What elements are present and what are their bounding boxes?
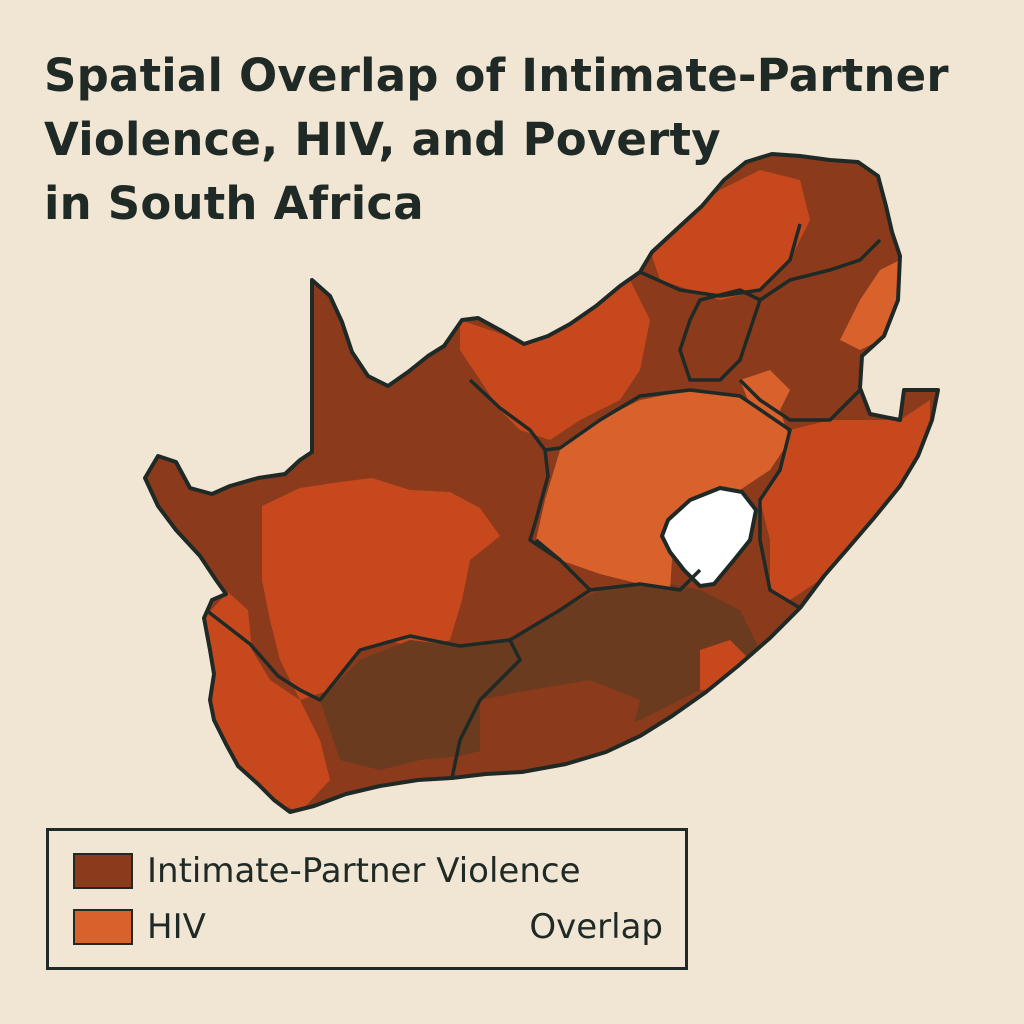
lesotho-enclave: [659, 485, 759, 589]
legend-label-ipv: Intimate-Partner Violence: [147, 851, 581, 891]
south-africa-outline: [143, 152, 940, 814]
title-line-1: Spatial Overlap of Intimate-Partner: [44, 49, 949, 102]
legend-swatch-ipv: [73, 853, 133, 889]
legend-swatch-hiv: [73, 909, 133, 945]
map-title: Spatial Overlap of Intimate-Partner Viol…: [44, 44, 984, 236]
title-line-3: in South Africa: [44, 177, 424, 230]
title-line-2: Violence, HIV, and Poverty: [44, 113, 721, 166]
map-legend: Intimate-Partner Violence HIV Overlap: [46, 828, 688, 970]
legend-label-overlap: Overlap: [529, 907, 663, 947]
legend-label-hiv: HIV: [147, 907, 206, 947]
